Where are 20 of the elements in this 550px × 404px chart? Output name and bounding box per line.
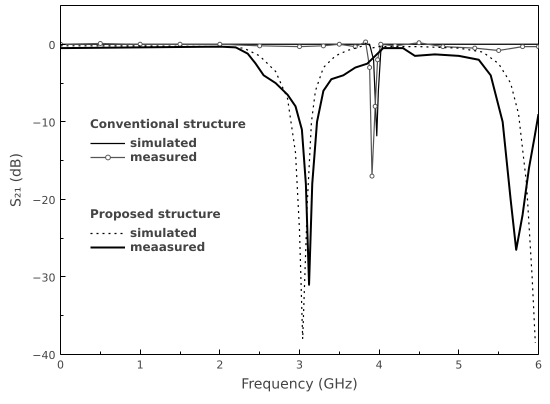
y-tick-label: 0 — [48, 38, 56, 52]
y-tick-label: −20 — [32, 194, 56, 207]
legend-label: measured — [130, 150, 198, 164]
legend-label: simulated — [130, 136, 197, 150]
y-tick-label: −40 — [32, 349, 56, 362]
y-tick-label: −10 — [32, 116, 56, 130]
x-tick-label: 1 — [136, 358, 144, 372]
x-tick-label: 3 — [296, 358, 303, 372]
x-axis-title: Frequency (GHz) — [241, 376, 358, 392]
x-tick-label: 6 — [535, 358, 542, 372]
legend-label: meaasured — [130, 240, 206, 254]
legend-label: simulated — [130, 226, 197, 240]
x-tick-label: 4 — [376, 358, 383, 372]
y-axis-title: S₂₁ (dB) — [8, 153, 24, 207]
y-tick-label: −30 — [32, 271, 56, 284]
x-tick-label: 0 — [57, 358, 64, 372]
annotation: Proposed structure — [90, 207, 221, 221]
x-tick-label: 5 — [455, 358, 462, 372]
annotation: Conventional structure — [90, 117, 246, 131]
x-tick-label: 2 — [216, 358, 224, 372]
